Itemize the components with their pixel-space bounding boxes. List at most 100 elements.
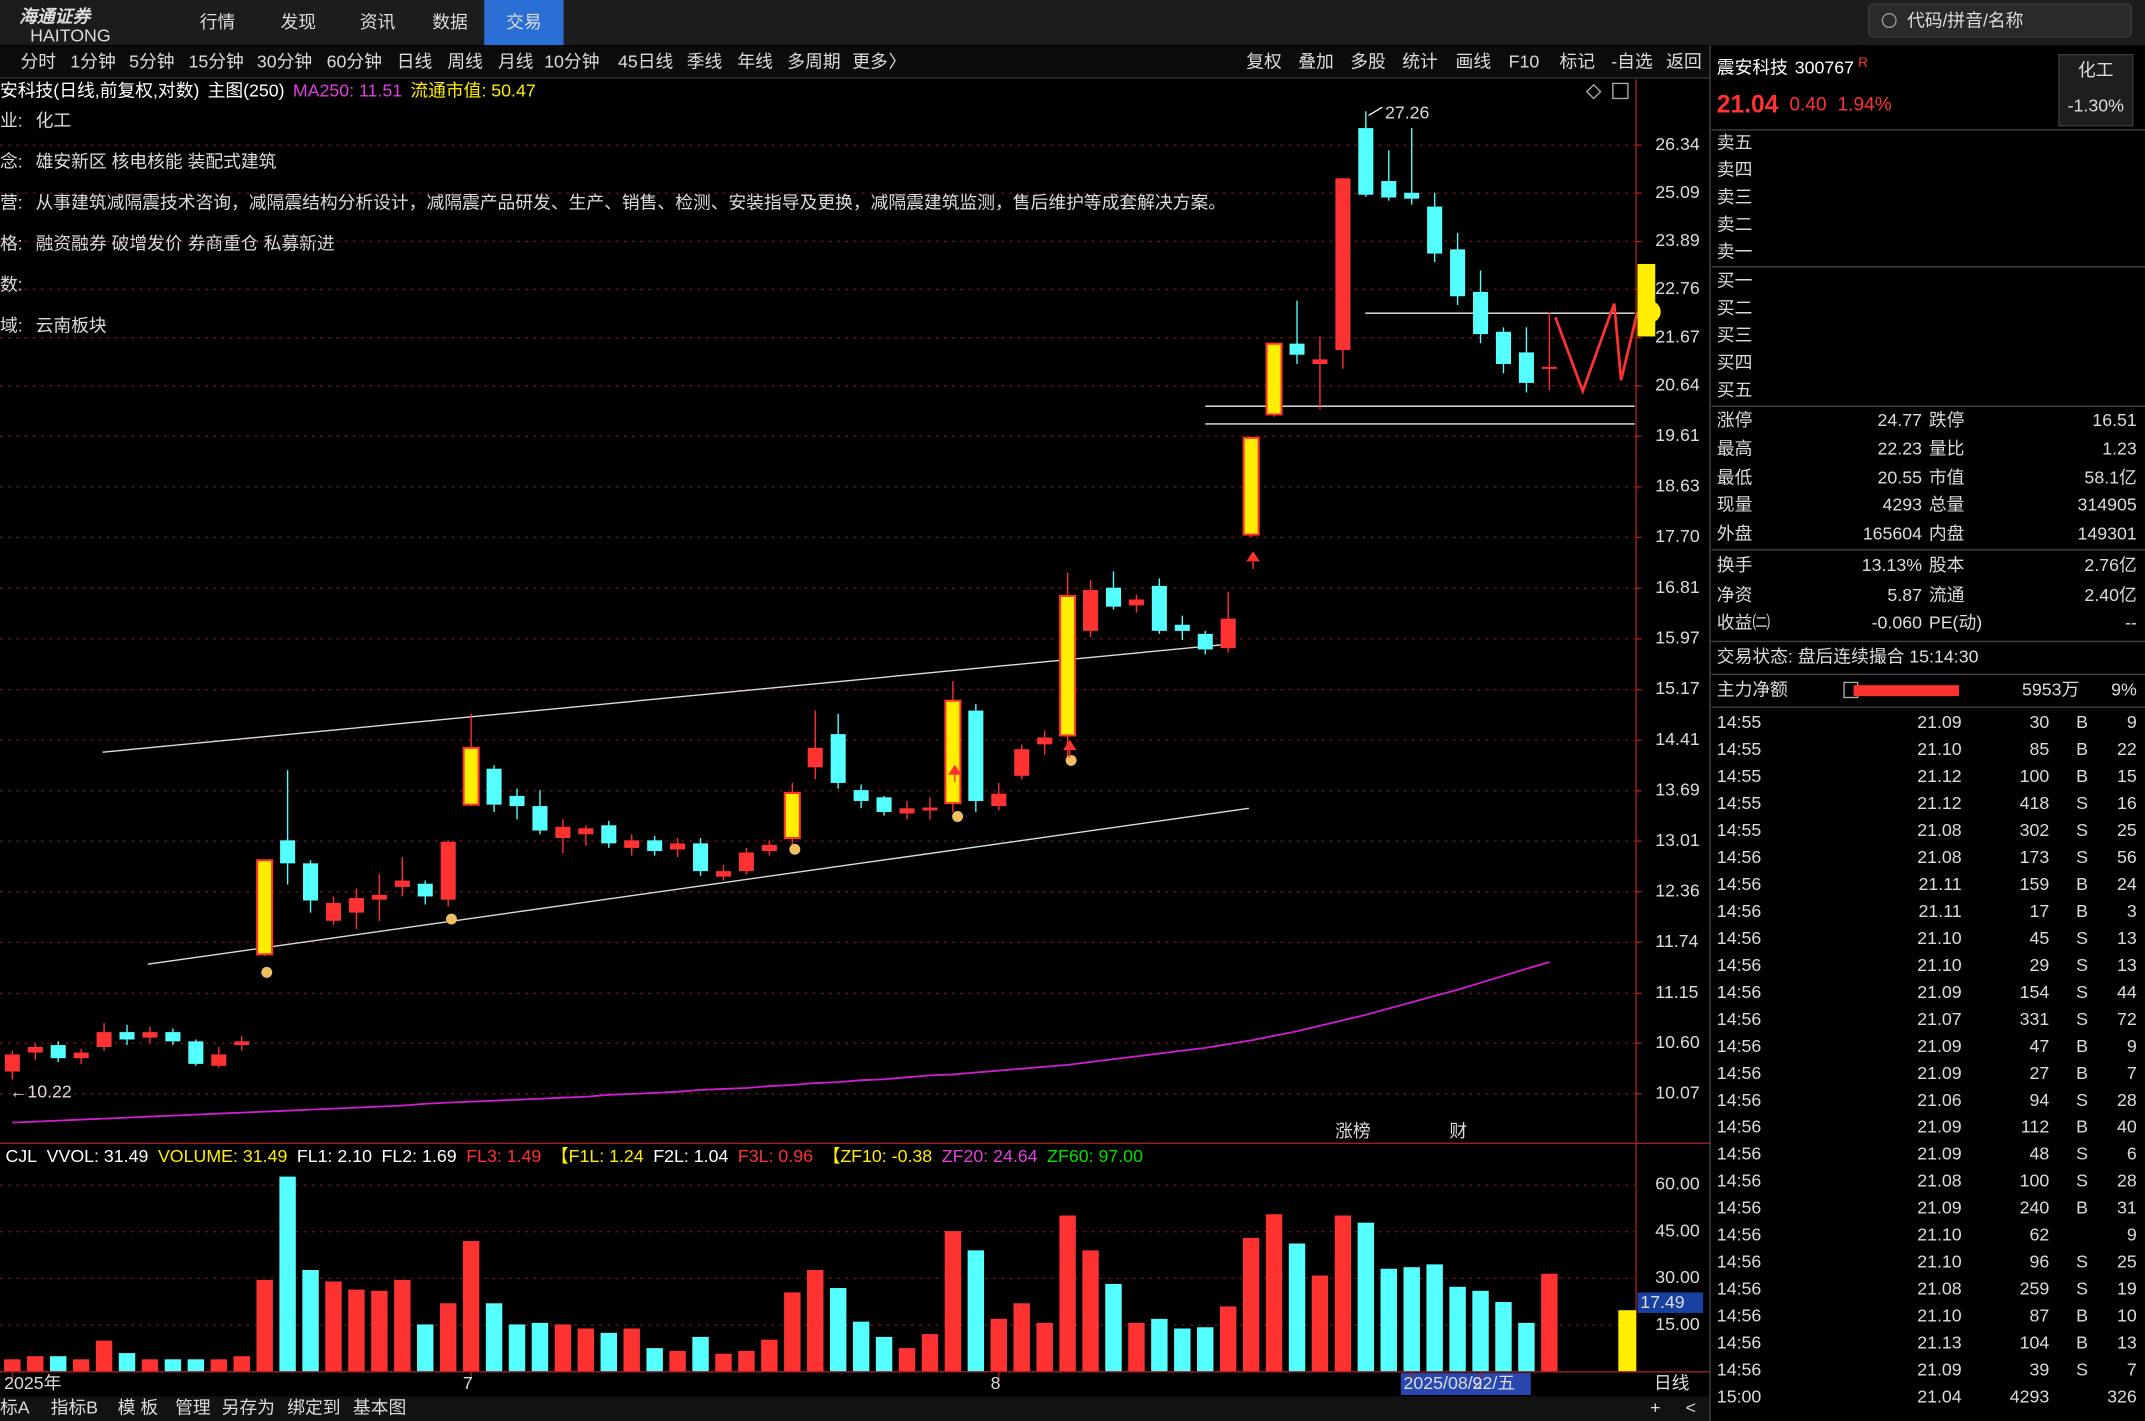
volume-bar — [1059, 1215, 1076, 1372]
tool-button[interactable]: 多股 — [1350, 52, 1386, 72]
candle-body — [761, 844, 777, 851]
bottom-tab[interactable]: 管理 — [175, 1397, 211, 1417]
tool-button[interactable]: 统计 — [1402, 52, 1438, 72]
period-button[interactable]: 周线 — [447, 52, 483, 72]
x-tick-label: 9 — [1472, 1373, 1482, 1393]
nav-tab[interactable]: 行情 — [200, 12, 236, 32]
period-button[interactable]: 月线 — [498, 52, 534, 72]
period-button[interactable]: 30分钟 — [257, 52, 312, 72]
y-tick-label: 13.69 — [1655, 780, 1700, 800]
bottom-tab[interactable]: 基本图 — [353, 1397, 406, 1417]
trade-count: 9 — [2127, 1036, 2137, 1056]
trade-price: 21.09 — [1917, 1036, 1962, 1056]
stat-value: 24.77 — [1878, 410, 1922, 430]
period-button[interactable]: 日线 — [397, 52, 433, 72]
candle-body — [601, 825, 617, 844]
trade-price: 21.04 — [1917, 1386, 1962, 1406]
trade-price: 21.08 — [1917, 1279, 1962, 1299]
panel-icon[interactable] — [1612, 82, 1629, 100]
period-button[interactable]: 〉 — [889, 52, 907, 72]
tool-button[interactable]: 复权 — [1246, 52, 1282, 72]
nav-tab[interactable]: 数据 — [432, 12, 468, 32]
trade-side: S — [2076, 847, 2088, 867]
trade-volume: 85 — [2029, 739, 2049, 759]
trade-count: 15 — [2117, 766, 2137, 786]
tool-button[interactable]: 返回 — [1666, 52, 1702, 72]
current-volume-label: 17.49 — [1640, 1292, 1685, 1312]
trade-price: 21.09 — [1917, 1063, 1962, 1083]
trend-line — [102, 643, 1229, 753]
sector-box[interactable] — [2058, 54, 2134, 127]
period-button[interactable]: 60分钟 — [327, 52, 382, 72]
bottom-button[interactable]: < — [1686, 1397, 1696, 1417]
period-button[interactable]: 10分钟 — [544, 52, 599, 72]
indicator-value: FL3: 1.49 — [466, 1146, 541, 1166]
info-label: 念: — [0, 150, 23, 171]
period-button[interactable]: 15分钟 — [188, 52, 243, 72]
period-button[interactable]: 1分钟 — [70, 52, 115, 72]
tool-button[interactable]: F10 — [1509, 52, 1540, 72]
y-tick-label: 23.89 — [1655, 230, 1700, 250]
candle-body — [968, 710, 984, 801]
trade-volume: 39 — [2029, 1359, 2049, 1379]
y-tick-label: 15.17 — [1655, 678, 1699, 698]
volume-bar — [462, 1241, 480, 1372]
volume-bar — [439, 1303, 457, 1372]
candle-body — [96, 1032, 112, 1047]
period-button[interactable]: 多周期 — [787, 52, 840, 72]
tool-button[interactable]: 标记 — [1560, 52, 1596, 72]
info-value: 化工 — [36, 110, 72, 130]
stat-label: 市值 — [1929, 467, 1965, 487]
search-box[interactable] — [1867, 3, 2133, 38]
trade-side: S — [2076, 820, 2088, 840]
bottom-tab[interactable]: 指标B — [51, 1397, 98, 1417]
stat-value: -- — [2125, 612, 2137, 632]
nav-tab[interactable]: 资讯 — [360, 12, 396, 32]
period-button[interactable]: 分时 — [21, 52, 57, 72]
trade-time: 14:56 — [1717, 1036, 1762, 1056]
trade-price: 21.13 — [1917, 1333, 1962, 1353]
candle-body — [50, 1045, 66, 1059]
trade-time: 14:56 — [1717, 928, 1762, 948]
trade-side: B — [2076, 1036, 2088, 1056]
volume-bar — [1449, 1286, 1466, 1372]
trade-time: 14:56 — [1717, 874, 1762, 894]
bottom-button[interactable]: + — [1650, 1397, 1660, 1417]
order-book-label: 卖五 — [1717, 132, 1753, 152]
period-button[interactable]: 45日线 — [618, 52, 674, 72]
tool-button[interactable]: 叠加 — [1298, 52, 1334, 72]
trade-side: S — [2076, 1252, 2088, 1272]
trade-side: B — [2076, 1063, 2088, 1083]
indicator-header: CJL VVOL: 31.49 VOLUME: 31.49 FL1: 2.10 FL2:… — [5, 1146, 1143, 1166]
y-tick-label: 14.41 — [1655, 729, 1700, 749]
signal-arrow — [948, 764, 962, 783]
trade-price: 21.10 — [1917, 955, 1962, 975]
period-button[interactable]: 季线 — [687, 52, 723, 72]
stat-value: 22.23 — [1878, 439, 1923, 459]
nav-tab[interactable]: 发现 — [280, 12, 316, 32]
trade-count: 6 — [2127, 1144, 2137, 1164]
trade-volume: 45 — [2029, 928, 2049, 948]
info-value: 云南板块 — [36, 316, 107, 336]
period-button[interactable]: 更多 — [852, 52, 888, 72]
price-marker — [1637, 263, 1656, 337]
trade-volume: 29 — [2029, 955, 2049, 975]
trade-price: 21.09 — [1917, 1359, 1962, 1379]
panel-icon[interactable] — [1585, 83, 1602, 100]
trade-side: S — [2076, 793, 2088, 813]
tool-button[interactable]: -自选 — [1611, 52, 1653, 72]
bottom-tab[interactable]: 标A — [0, 1397, 30, 1417]
nav-tab[interactable]: 交易 — [506, 12, 542, 32]
tool-button[interactable]: 画线 — [1456, 52, 1492, 72]
period-button[interactable]: 5分钟 — [129, 52, 174, 72]
trade-price: 21.08 — [1917, 820, 1962, 840]
bottom-tab[interactable]: 模 板 — [118, 1397, 159, 1417]
bottom-tab[interactable]: 绑定到 — [287, 1397, 340, 1417]
trade-side: S — [2076, 1090, 2088, 1110]
period-button[interactable]: 年线 — [737, 52, 773, 72]
trade-count: 31 — [2117, 1198, 2137, 1218]
bottom-tab[interactable]: 另存为 — [222, 1397, 275, 1417]
trade-price: 21.11 — [1919, 874, 1962, 894]
indicator-value: VOLUME: 31.49 — [158, 1146, 287, 1166]
marker-label: 财 — [1449, 1121, 1467, 1141]
